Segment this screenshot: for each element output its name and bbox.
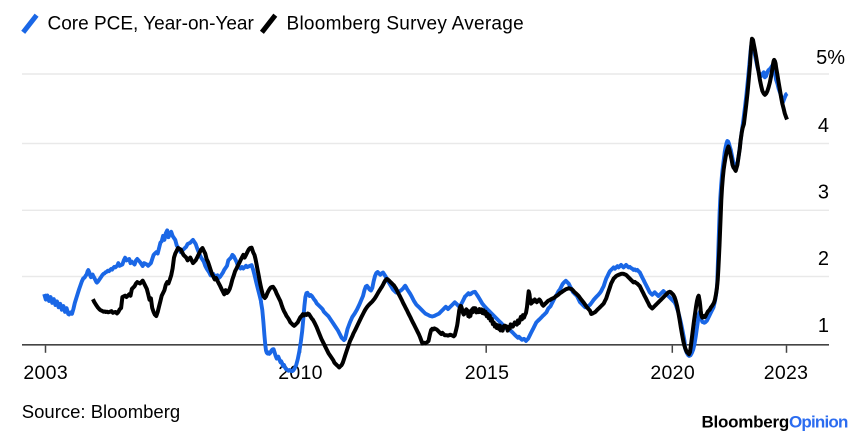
svg-text:1: 1 (818, 315, 829, 337)
svg-text:2003: 2003 (23, 362, 68, 384)
svg-text:2: 2 (818, 248, 829, 270)
svg-text:Core PCE, Year-on-Year: Core PCE, Year-on-Year (48, 14, 255, 35)
svg-text:3: 3 (818, 181, 829, 203)
svg-text:Bloomberg Survey Average: Bloomberg Survey Average (287, 14, 524, 35)
svg-text:5%: 5% (816, 47, 845, 69)
svg-text:2015: 2015 (465, 362, 510, 384)
svg-text:2010: 2010 (278, 362, 323, 384)
svg-text:BloombergOpinion: BloombergOpinion (702, 413, 849, 432)
svg-text:2020: 2020 (650, 362, 695, 384)
svg-text:2023: 2023 (764, 362, 809, 384)
svg-text:4: 4 (818, 115, 829, 137)
svg-text:Source: Bloomberg: Source: Bloomberg (22, 401, 180, 422)
